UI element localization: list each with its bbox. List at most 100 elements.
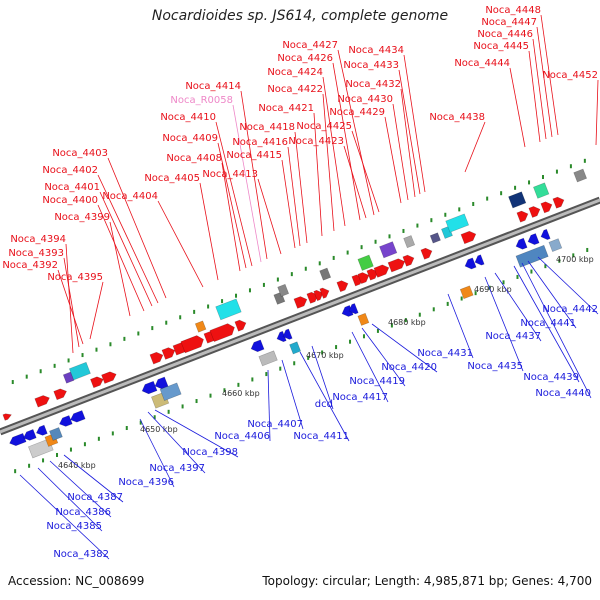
guide-dot bbox=[42, 458, 45, 463]
gene-label-top: Noca_4430 bbox=[337, 94, 393, 105]
gene-label-top: Noca_4433 bbox=[343, 60, 399, 71]
gene-label-top-leader bbox=[215, 121, 253, 267]
guide-dot bbox=[11, 380, 14, 385]
reverse-gene bbox=[70, 410, 86, 423]
guide-dot bbox=[432, 307, 435, 312]
gene-label-top-leader bbox=[240, 90, 268, 260]
forward-gene bbox=[149, 351, 164, 365]
gene-label-top: Noca_4444 bbox=[454, 58, 510, 69]
reverse-gene bbox=[464, 257, 477, 270]
forward-gene bbox=[319, 267, 332, 281]
gene-label-top-leader bbox=[287, 146, 301, 247]
guide-dot bbox=[402, 228, 405, 233]
gene-label-bottom-leader bbox=[311, 345, 334, 410]
forward-gene-shape bbox=[277, 283, 290, 297]
forward-gene bbox=[180, 335, 204, 354]
guide-dot bbox=[458, 207, 461, 212]
gene-label-top: Noca_4392 bbox=[2, 260, 58, 271]
gene-label-top: Noca_4424 bbox=[267, 67, 323, 78]
gene-label-bottom-leader bbox=[361, 327, 406, 387]
tick-label: 4650 kbp bbox=[140, 425, 178, 434]
guide-dot bbox=[444, 212, 447, 217]
guide-dot bbox=[109, 342, 112, 347]
forward-gene-shape bbox=[403, 235, 416, 249]
reverse-gene bbox=[357, 312, 370, 326]
forward-gene-shape bbox=[379, 241, 398, 259]
forward-gene-shape bbox=[319, 267, 332, 281]
guide-dot bbox=[502, 280, 505, 285]
gene-label-bottom-leader bbox=[494, 272, 542, 342]
guide-dot bbox=[362, 334, 365, 339]
gene-label-bottom: Noca_4397 bbox=[149, 463, 205, 474]
gene-label-top-leader bbox=[400, 88, 416, 198]
reverse-gene-shape bbox=[515, 237, 528, 250]
reverse-gene-shape bbox=[515, 244, 549, 268]
forward-gene-shape bbox=[215, 298, 242, 321]
gene-label-bottom: Noca_4382 bbox=[53, 549, 109, 560]
forward-gene bbox=[508, 191, 527, 209]
reverse-gene bbox=[49, 427, 63, 441]
forward-gene-shape bbox=[62, 371, 75, 384]
gene-label-bottom: Noca_4420 bbox=[381, 362, 437, 373]
gene-label-top: Noca_4445 bbox=[473, 41, 529, 52]
guide-dot bbox=[221, 299, 224, 304]
gene-label-bottom: Noca_4437 bbox=[485, 331, 541, 342]
gene-label-top: Noca_4403 bbox=[52, 148, 108, 159]
guide-dot bbox=[583, 158, 586, 163]
forward-gene bbox=[429, 232, 441, 244]
gene-label-top-leader bbox=[199, 182, 219, 281]
gene-label-top-leader bbox=[157, 200, 204, 288]
guide-dot bbox=[81, 353, 84, 358]
gene-label-bottom-leader bbox=[351, 331, 389, 403]
guide-dot bbox=[472, 201, 475, 206]
forward-gene bbox=[573, 168, 588, 183]
gene-label-top: Noca_4408 bbox=[166, 153, 222, 164]
guide-dot bbox=[111, 431, 114, 436]
gene-label-top: Noca_4401 bbox=[44, 182, 100, 193]
guide-dot bbox=[541, 175, 544, 180]
forward-gene bbox=[460, 230, 477, 245]
guide-dot bbox=[446, 301, 449, 306]
guide-dot bbox=[195, 399, 198, 404]
gene-label-top-leader bbox=[109, 221, 131, 317]
forward-gene bbox=[540, 201, 553, 214]
guide-dot bbox=[404, 318, 407, 323]
gene-label-top: Noca_4418 bbox=[239, 122, 295, 133]
forward-gene bbox=[234, 319, 247, 332]
gene-label-top-leader bbox=[509, 67, 526, 148]
gene-label-top: Noca_4432 bbox=[345, 79, 401, 90]
gene-label-top-leader bbox=[536, 26, 553, 138]
gene-label-top-leader bbox=[398, 69, 421, 195]
guide-dot bbox=[153, 415, 156, 420]
forward-gene bbox=[445, 213, 470, 233]
gene-label-bottom: Noca_4435 bbox=[467, 361, 523, 372]
guide-dot bbox=[390, 323, 393, 328]
forward-gene-shape bbox=[53, 388, 67, 401]
map-title: Nocardioides sp. JS614, complete genome bbox=[151, 8, 449, 24]
reverse-gene-shape bbox=[289, 341, 302, 355]
guide-dot bbox=[235, 293, 238, 298]
guide-dot bbox=[39, 369, 42, 374]
gene-label-top-leader bbox=[322, 93, 335, 232]
reverse-gene-shape bbox=[348, 303, 359, 315]
gene-label-bottom-leader bbox=[19, 474, 110, 560]
forward-gene-shape bbox=[573, 168, 588, 183]
forward-gene-shape bbox=[293, 296, 308, 309]
forward-gene-shape bbox=[373, 264, 390, 278]
guide-dot bbox=[290, 272, 293, 277]
gene-label-bottom-leader bbox=[37, 467, 103, 532]
gene-label-bottom: Noca_4442 bbox=[542, 304, 598, 315]
guide-dot bbox=[349, 339, 352, 344]
gene-label-top-leader bbox=[392, 103, 409, 201]
gene-label-bottom: Noca_4385 bbox=[46, 521, 102, 532]
gene-label-bottom: Noca_4386 bbox=[55, 507, 111, 518]
forward-gene-shape bbox=[234, 319, 247, 332]
guide-dot bbox=[279, 366, 282, 371]
gene-label-top: Noca_4426 bbox=[277, 53, 333, 64]
guide-dot bbox=[276, 277, 279, 282]
reverse-gene-shape bbox=[474, 254, 485, 266]
guide-dot bbox=[304, 266, 307, 271]
reverse-gene bbox=[527, 233, 540, 245]
reverse-gene-shape bbox=[459, 285, 474, 300]
gene-label-bottom: Noca_4417 bbox=[332, 392, 388, 403]
